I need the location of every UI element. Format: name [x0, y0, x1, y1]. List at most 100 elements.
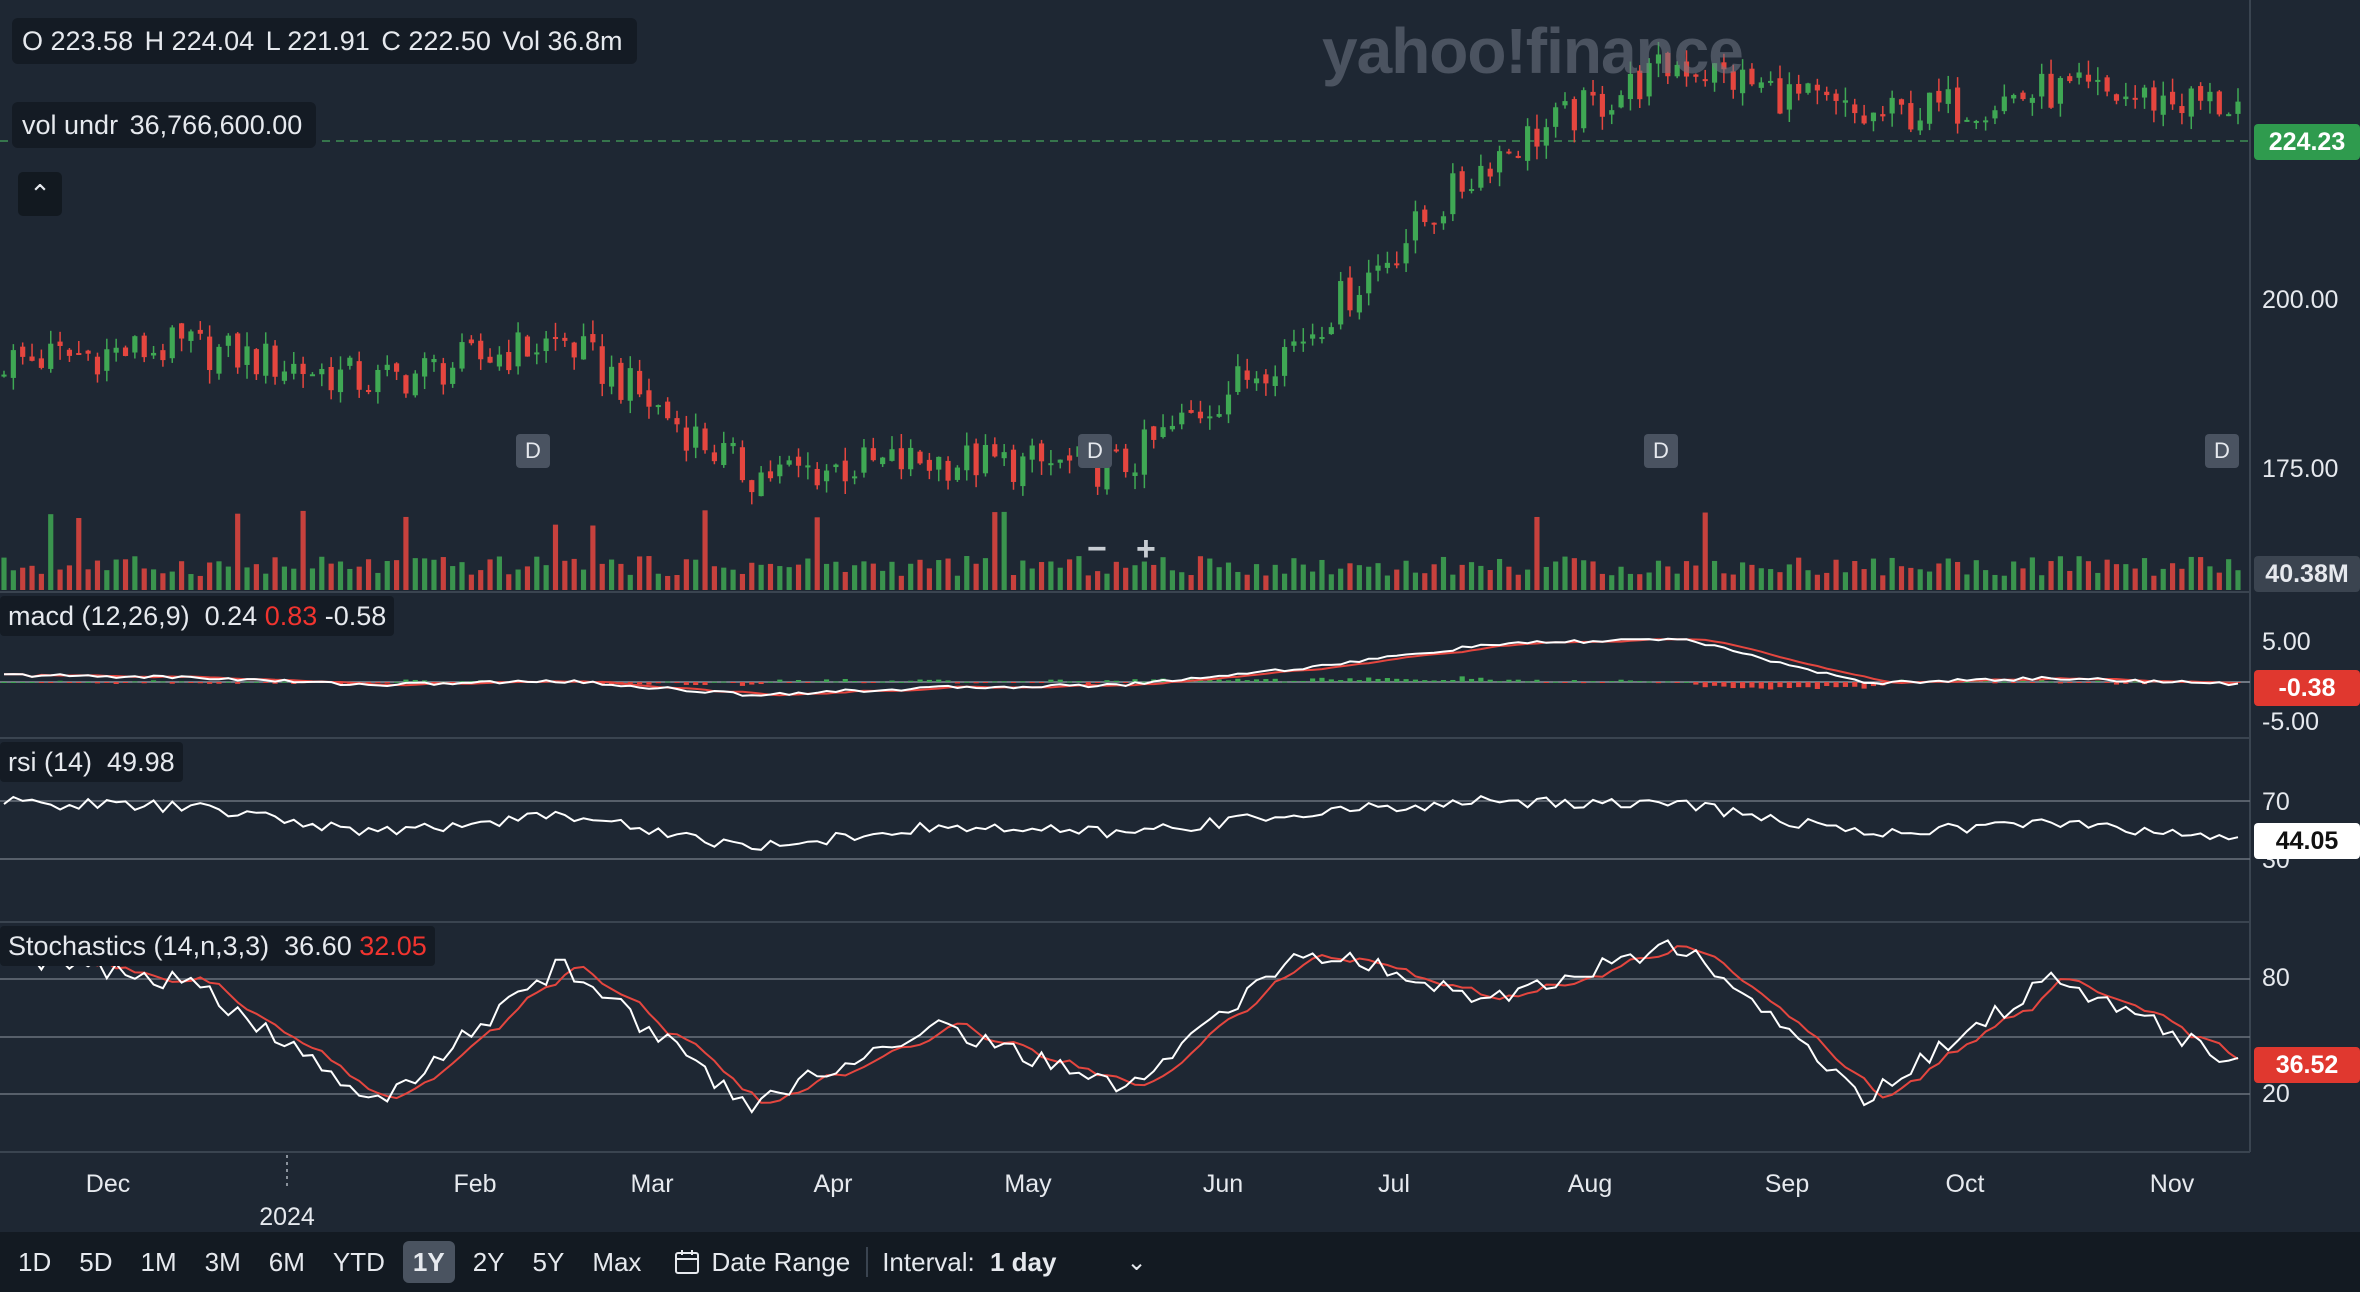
volume-bar: [216, 561, 222, 590]
candle-body: [1459, 171, 1465, 192]
range-2y-button[interactable]: 2Y: [472, 1247, 505, 1277]
volume-bar: [618, 563, 624, 590]
macd-histogram-bar: [1403, 679, 1409, 682]
candle-body: [758, 472, 764, 497]
zoom-out-button[interactable]: −: [1087, 530, 1107, 568]
volume-bar: [309, 568, 316, 590]
volume-bar: [665, 575, 671, 590]
range-1d-button[interactable]: 1D: [18, 1247, 52, 1277]
candle-body: [2141, 87, 2148, 98]
candle-body: [2169, 91, 2176, 105]
volume-bar: [2039, 575, 2045, 590]
candle-body: [833, 464, 839, 468]
candle-body: [880, 457, 886, 465]
candle-body: [917, 451, 923, 464]
range-1y-button[interactable]: 1Y: [402, 1241, 455, 1283]
candle-body: [1693, 74, 1699, 77]
candle-body: [1104, 453, 1110, 490]
candle-body: [2226, 114, 2232, 117]
volume-bar: [1310, 571, 1316, 590]
range-ytd-button[interactable]: YTD: [332, 1247, 385, 1277]
volume-bar: [2095, 572, 2101, 590]
dividend-marker[interactable]: D: [1078, 434, 1112, 468]
macd-histogram-bar: [2039, 679, 2045, 682]
volume-bar: [1160, 557, 1166, 590]
volume-bar: [1721, 573, 1727, 590]
macd-histogram-bar: [150, 680, 157, 682]
collapse-button[interactable]: ⌃: [18, 172, 62, 216]
chevron-down-icon[interactable]: ⌄: [1126, 1248, 1147, 1276]
range-6m-button[interactable]: 6M: [268, 1247, 305, 1277]
macd-legend[interactable]: macd (12,26,9) 0.24 0.83 -0.58: [0, 596, 395, 636]
macd-histogram-bar: [852, 681, 858, 683]
range-3m-button[interactable]: 3M: [204, 1247, 241, 1277]
candle-body: [225, 335, 231, 346]
range-5y-button[interactable]: 5Y: [532, 1247, 565, 1277]
volume-bar: [1964, 574, 1970, 590]
range-5d-button[interactable]: 5D: [79, 1247, 113, 1277]
volume-bar: [1758, 568, 1764, 590]
macd-line: [3, 637, 2239, 697]
macd-histogram-bar: [1983, 680, 1989, 682]
volume-bar: [94, 560, 101, 590]
chart-area[interactable]: yahoo!finance O 223.58 H 224.04 L 221.91…: [0, 0, 2360, 1232]
volume-bar: [1674, 573, 1680, 590]
chart-canvas[interactable]: [0, 0, 2360, 1232]
macd-histogram-bar: [1010, 682, 1017, 683]
volume-bar: [1618, 566, 1624, 590]
macd-histogram-bar: [160, 681, 166, 683]
candle-body: [1029, 445, 1035, 460]
macd-histogram-bar: [1768, 682, 1774, 690]
volume-bar: [1366, 566, 1372, 590]
volume-bar: [412, 558, 418, 590]
candle-body: [207, 336, 213, 371]
candle-body: [375, 369, 381, 393]
volume-bar: [141, 568, 147, 590]
macd-histogram-bar: [1525, 681, 1531, 683]
macd-histogram-bar: [375, 682, 381, 683]
volume-bar: [1917, 569, 1923, 590]
candle-body: [1534, 128, 1540, 147]
macd-histogram-bar: [814, 681, 820, 683]
rsi-legend[interactable]: rsi (14) 49.98: [0, 742, 183, 782]
volume-bar: [1506, 566, 1512, 590]
candle-body: [1749, 68, 1755, 85]
macd-histogram-bar: [1740, 682, 1746, 689]
dividend-marker[interactable]: D: [1644, 434, 1678, 468]
rsi-value: 49.98: [107, 747, 175, 777]
volume-bar: [777, 566, 783, 590]
volume-bar: [188, 574, 194, 590]
candle-body: [1852, 104, 1858, 114]
macd-histogram-bar: [889, 680, 895, 682]
macd-histogram-bar: [1478, 677, 1484, 682]
volume-bar: [936, 560, 942, 590]
volume-bar: [394, 560, 400, 590]
candle-body: [823, 470, 830, 482]
volume-bar: [880, 570, 886, 590]
macd-histogram-bar: [1674, 682, 1680, 683]
macd-histogram-bar: [1440, 680, 1447, 682]
volume-bar: [1394, 569, 1400, 590]
volume-bar: [2132, 568, 2138, 590]
macd-histogram-bar: [786, 682, 792, 683]
candle-body: [1805, 83, 1811, 93]
date-range-button[interactable]: Date Range: [673, 1247, 850, 1278]
macd-histogram-bar: [225, 681, 231, 683]
stochastics-legend[interactable]: Stochastics (14,n,3,3) 36.60 32.05: [0, 926, 435, 966]
candle-body: [861, 447, 867, 473]
volume-value: Vol 36.8m: [502, 26, 623, 56]
volume-bar: [1571, 558, 1577, 590]
volume-bar: [562, 560, 568, 590]
macd-histogram-bar: [861, 682, 867, 684]
dividend-marker[interactable]: D: [2205, 434, 2239, 468]
macd-histogram-bar: [1253, 679, 1260, 682]
range-max-button[interactable]: Max: [592, 1247, 642, 1277]
volume-bar: [1291, 558, 1297, 590]
macd-histogram-bar: [384, 682, 390, 684]
zoom-in-button[interactable]: +: [1136, 530, 1156, 568]
range-1m-button[interactable]: 1M: [140, 1247, 177, 1277]
interval-selector[interactable]: Interval: 1 day: [882, 1247, 1056, 1278]
dividend-marker[interactable]: D: [516, 434, 550, 468]
volume-bar: [29, 565, 35, 590]
candle-body: [506, 352, 512, 371]
